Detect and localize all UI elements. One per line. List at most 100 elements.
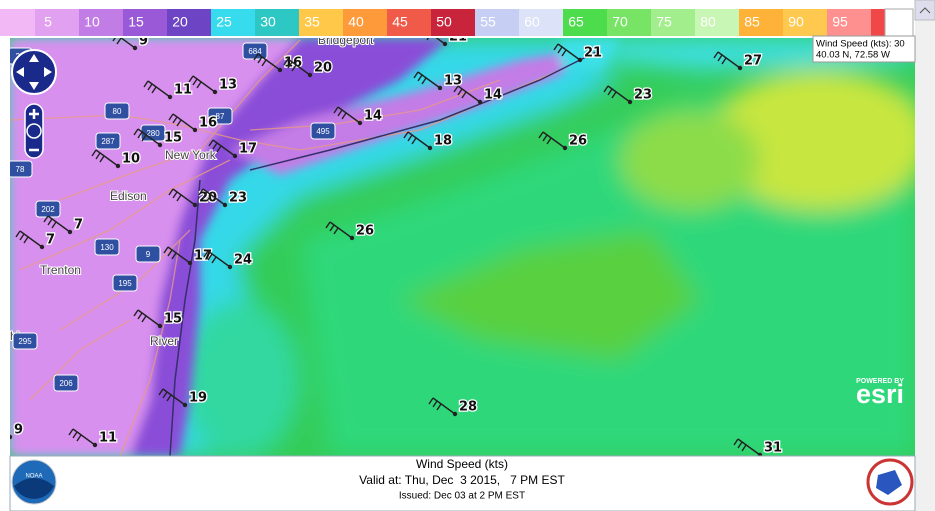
wind-barb: 13 <box>188 75 238 95</box>
highway-shield: 87 <box>207 107 233 125</box>
zoom-control[interactable] <box>24 103 44 159</box>
legend-swatch <box>35 9 79 36</box>
station-value: 11 <box>174 83 192 98</box>
barb-shaft <box>143 80 171 98</box>
barb-dot <box>222 202 228 208</box>
station-value: 15 <box>164 312 182 327</box>
barb-dot <box>132 45 138 51</box>
shield-label: 287 <box>101 137 115 146</box>
legend-swatch <box>739 9 783 36</box>
coastline <box>249 49 601 171</box>
barb-dot <box>227 264 233 270</box>
shield-label: 495 <box>316 127 330 136</box>
shield-label: 206 <box>59 379 73 388</box>
wind-barb: 14 <box>333 106 383 126</box>
barb-shaft <box>43 215 71 233</box>
barb-dot <box>737 65 743 71</box>
legend-swatch <box>343 9 387 36</box>
place-label: New York <box>165 148 217 162</box>
roads <box>10 39 561 456</box>
wind-barb: 16 <box>168 113 218 133</box>
legend-label: 65 <box>568 14 584 30</box>
legend-swatch <box>651 9 695 36</box>
wind-barb: 11 <box>143 80 193 100</box>
barb-dot <box>167 94 173 100</box>
barb-dot <box>452 411 458 417</box>
barb-shaft <box>133 309 161 327</box>
barb-dot <box>477 99 483 105</box>
legend-swatch <box>827 9 871 36</box>
barb-shaft <box>198 188 226 206</box>
highway-shield: 9 <box>135 245 161 263</box>
station-value: 9 <box>139 34 148 49</box>
legend-label: 15 <box>128 14 144 30</box>
info-box: Wind Speed (kts): 30 40.03 N, 72.58 W <box>812 35 916 63</box>
barb-shaft <box>453 85 481 103</box>
station-value: 17 <box>194 249 212 264</box>
coastline <box>169 179 201 456</box>
wind-barb: 26 <box>325 221 375 241</box>
scrollbar[interactable] <box>915 0 935 511</box>
barb-shaft <box>188 75 216 93</box>
highway-shield: 684 <box>242 42 268 60</box>
wind-barb: 23 <box>198 188 248 208</box>
barb-shaft <box>91 149 119 167</box>
wind-barb: 23 <box>603 85 653 105</box>
wind-barb: 17 <box>208 139 258 159</box>
shield-shape <box>12 332 38 350</box>
barb-shaft <box>168 113 196 131</box>
place-label: Bridgeport <box>318 33 374 47</box>
barb-shaft <box>10 436 11 437</box>
highway-shield: 195 <box>112 274 138 292</box>
legend-label: 5 <box>44 14 52 30</box>
station-value: 28 <box>459 400 477 415</box>
highway-shield: 206 <box>53 374 79 392</box>
pan-control[interactable] <box>11 49 57 95</box>
highway-shield: 295 <box>12 332 38 350</box>
station-value: 16 <box>199 116 217 131</box>
legend-swatch <box>871 9 885 36</box>
shield-label: 78 <box>16 165 25 174</box>
highway-shield: 130 <box>94 238 120 256</box>
station-value: 18 <box>434 134 452 149</box>
barb-shaft <box>253 53 281 71</box>
shield-label: 195 <box>118 279 132 288</box>
shield-label: 295 <box>18 337 32 346</box>
shield-shape <box>310 122 336 140</box>
legend-label: 80 <box>700 14 716 30</box>
station-value: 21 <box>584 46 602 61</box>
barb-shaft <box>428 397 456 415</box>
legend-swatch <box>884 8 914 37</box>
wind-barb: 20 <box>283 58 333 78</box>
barb-shaft <box>15 230 43 248</box>
scroll-arrow <box>919 7 931 14</box>
legend-swatch <box>431 9 475 36</box>
barb-dot <box>232 153 238 159</box>
barb-shaft <box>133 128 161 146</box>
wind-barb: 7 <box>15 230 56 250</box>
station-value: 21 <box>449 30 467 45</box>
station-value: 19 <box>189 391 207 406</box>
legend-swatch <box>299 9 343 36</box>
barb-dot <box>67 229 73 235</box>
shield-shape <box>104 102 130 120</box>
station-value: 23 <box>634 88 652 103</box>
barb-dot <box>157 142 163 148</box>
legend-swatch <box>123 9 167 36</box>
station-value: 14 <box>484 88 502 103</box>
place-label: River <box>150 334 178 348</box>
barb-dot <box>182 402 188 408</box>
legend-swatch <box>607 9 651 36</box>
station-value: 7 <box>46 233 55 248</box>
wind-barb: 11 <box>68 428 118 448</box>
barb-dot <box>157 323 163 329</box>
station-value: 20 <box>314 61 332 76</box>
legend-label: 55 <box>480 14 496 30</box>
station-value: 10 <box>122 152 140 167</box>
wind-barb: 20 <box>168 188 218 208</box>
scroll-up[interactable] <box>914 0 935 21</box>
shield-shape <box>95 132 121 150</box>
home-button[interactable] <box>26 123 42 139</box>
shield-label: 280 <box>146 129 160 138</box>
